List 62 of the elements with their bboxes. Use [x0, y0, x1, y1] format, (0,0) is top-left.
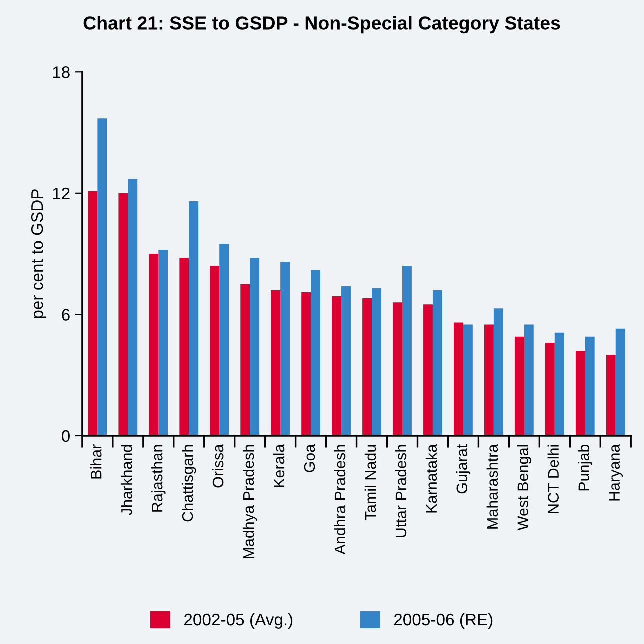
bar [271, 290, 281, 436]
bar [393, 302, 402, 436]
bar [514, 336, 524, 436]
x-tick-label: Karnataka [426, 444, 438, 513]
bar [250, 258, 260, 436]
x-tick-label: NCT Delhi [548, 445, 560, 514]
x-tick-label: Chattisgarh [182, 445, 196, 522]
bar [210, 266, 220, 436]
bar [118, 193, 128, 436]
legend-label: 2005-06 (RE) [394, 613, 493, 629]
y-axis-title: per cent to GSDP [31, 190, 47, 318]
chart-title: Chart 21: SSE to GSDP - Non-Special Category States [84, 16, 560, 34]
bar [98, 118, 108, 436]
y-tick-label: 6 [62, 309, 70, 321]
bar [524, 324, 534, 436]
x-tick-label: Goa [304, 444, 316, 472]
x-tick-label: Tamil Nadu [364, 445, 376, 520]
bar [494, 308, 504, 436]
bar [302, 292, 312, 436]
bar [332, 296, 342, 436]
x-tick-label: Maharashtra [486, 444, 498, 529]
bar [402, 266, 412, 436]
bar [311, 270, 320, 436]
x-tick-label: Gujarat [456, 444, 471, 494]
bar [554, 332, 564, 436]
bar [189, 202, 199, 436]
bar [463, 324, 473, 436]
bar [606, 355, 616, 436]
bar [128, 179, 138, 436]
x-tick-label: West Bengal [517, 445, 532, 531]
bar [576, 351, 586, 436]
bar [585, 336, 595, 436]
bar [220, 244, 230, 436]
x-tick-label: Kerala [273, 444, 285, 488]
x-tick-label: Haryana [609, 444, 623, 501]
x-tick-label: Orissa [212, 444, 224, 488]
bar [342, 286, 351, 436]
x-tick-label: Madhya Pradesh [242, 445, 258, 559]
legend-label: 2002-05 (Avg.) [184, 613, 293, 629]
y-tick-label: 0 [62, 430, 70, 442]
y-tick-label: 12 [53, 188, 70, 200]
bar [484, 324, 494, 436]
bar [424, 304, 433, 436]
bar [158, 250, 168, 436]
bar [432, 290, 442, 436]
x-tick-label: Uttar Pradesh [395, 445, 407, 538]
x-tick-label: Andhra Pradesh [334, 445, 346, 555]
bar [372, 288, 382, 436]
x-tick-label: Jharkhand [121, 445, 132, 516]
bar [88, 191, 98, 436]
bar [180, 258, 190, 436]
y-tick-label: 18 [53, 66, 70, 78]
x-tick-label: Punjab [578, 444, 593, 491]
x-tick-label: Rajasthan [152, 445, 166, 512]
bar [454, 322, 464, 436]
bar [149, 254, 159, 436]
bar [240, 284, 250, 436]
bar [280, 262, 290, 436]
bar [545, 343, 555, 436]
x-tick-label: Bihar [90, 444, 102, 479]
bar [362, 298, 372, 436]
bar [616, 328, 626, 436]
